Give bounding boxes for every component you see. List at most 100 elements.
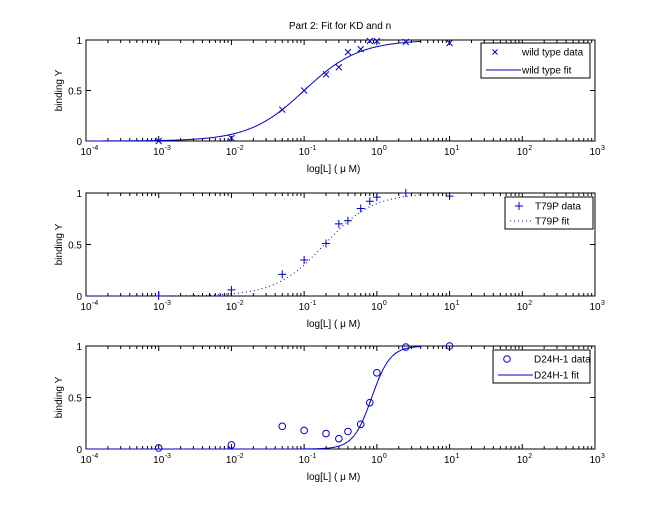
- x-tick-label: 10: [80, 302, 92, 313]
- data-point-x: [344, 48, 352, 56]
- x-tick-label: 10: [517, 455, 529, 466]
- x-tick-label: 10: [153, 147, 165, 158]
- x-tick-exponent: -1: [310, 145, 316, 152]
- subplot-2: 10 -4 10 -3 10 -2 10 -1 10 0 10 1 10 2 10 300.51log[L] …: [54, 189, 605, 330]
- x-axis-label: log[L] ( μ M): [307, 472, 361, 483]
- y-tick-label: 0.5: [68, 394, 82, 405]
- y-tick-label: 0: [76, 292, 82, 303]
- legend-marker-x: [492, 49, 498, 55]
- x-tick-label: 10: [589, 302, 601, 313]
- data-point-circle: [154, 444, 163, 452]
- legend-label: wild type fit: [521, 66, 572, 77]
- x-tick-label: 10: [589, 455, 601, 466]
- x-tick-exponent: -1: [310, 453, 316, 460]
- x-tick-exponent: 1: [456, 453, 460, 460]
- data-point-circle: [445, 342, 454, 350]
- data-point-circle: [300, 426, 308, 435]
- x-tick-exponent: -4: [92, 145, 98, 152]
- x-tick-label: 10: [517, 147, 529, 158]
- y-tick-label: 0: [76, 137, 82, 148]
- legend-marker-circle: [503, 355, 511, 363]
- x-tick-exponent: -4: [92, 300, 98, 307]
- x-tick-exponent: -2: [237, 145, 243, 152]
- data-point-plus: [343, 216, 352, 225]
- x-tick-label: 10: [153, 302, 165, 313]
- data-point-plus: [445, 192, 454, 201]
- x-axis-label: log[L] ( μ M): [307, 319, 361, 330]
- y-axis-label: binding Y: [54, 69, 65, 111]
- legend-label: wild type data: [521, 48, 584, 59]
- figure-title: Part 2: Fit for KD and n: [289, 21, 391, 32]
- y-tick-label: 1: [76, 36, 82, 47]
- x-tick-exponent: 0: [383, 300, 387, 307]
- x-tick-exponent: 0: [383, 145, 387, 152]
- data-point-x: [155, 137, 163, 145]
- x-tick-exponent: 1: [456, 300, 460, 307]
- x-tick-exponent: 1: [456, 145, 460, 152]
- data-point-x: [366, 37, 374, 45]
- data-point-plus: [401, 189, 410, 197]
- data-point-circle: [344, 427, 352, 436]
- legend-label: D24H-1 data: [534, 355, 591, 366]
- x-tick-label: 10: [299, 455, 311, 466]
- y-tick-label: 0: [76, 445, 82, 456]
- fit-line: [86, 346, 421, 450]
- x-axis-label: log[L] ( μ M): [307, 164, 361, 175]
- data-point-plus: [334, 219, 343, 228]
- x-tick-exponent: 3: [601, 300, 605, 307]
- fit-line: [86, 40, 421, 142]
- x-tick-label: 10: [517, 302, 529, 313]
- x-tick-exponent: 2: [528, 453, 532, 460]
- legend-label: D24H-1 fit: [534, 371, 579, 382]
- x-tick-label: 10: [371, 302, 383, 313]
- x-tick-label: 10: [371, 455, 383, 466]
- x-tick-exponent: 2: [528, 300, 532, 307]
- subplot-1: 10 -4 10 -3 10 -2 10 -1 10 0 10 1 10 2 10 300.51log[L] …: [54, 36, 605, 175]
- x-tick-exponent: -3: [165, 145, 171, 152]
- x-tick-label: 10: [226, 147, 238, 158]
- x-tick-label: 10: [153, 455, 165, 466]
- x-tick-exponent: -4: [92, 453, 98, 460]
- y-axis-label: binding Y: [54, 223, 65, 265]
- data-point-circle: [356, 420, 365, 429]
- x-tick-label: 10: [444, 147, 456, 158]
- legend: wild type data wild type fit: [480, 42, 591, 79]
- legend-box: [480, 42, 591, 79]
- x-tick-label: 10: [444, 302, 456, 313]
- x-tick-label: 10: [226, 302, 238, 313]
- y-tick-label: 0.5: [68, 87, 82, 98]
- legend-box: [504, 196, 594, 230]
- data-point-circle: [227, 441, 236, 449]
- legend: T79P data T79P fit: [504, 196, 594, 230]
- legend-label: T79P data: [535, 202, 581, 213]
- y-axis-label: binding Y: [54, 376, 65, 418]
- data-point-x: [228, 134, 235, 142]
- data-point-plus: [227, 285, 236, 294]
- x-tick-exponent: -2: [237, 453, 243, 460]
- subplot-3: 10 -4 10 -3 10 -2 10 -1 10 0 10 1 10 2 10 300.51log[L] …: [54, 342, 605, 483]
- data-point-circle: [322, 429, 330, 438]
- data-point-circle: [373, 368, 381, 377]
- data-point-plus: [278, 270, 287, 279]
- data-point-plus: [365, 197, 374, 206]
- legend-box: [492, 349, 591, 384]
- legend-label: T79P fit: [535, 217, 569, 228]
- data-point-plus: [372, 193, 381, 202]
- x-tick-label: 10: [589, 147, 601, 158]
- data-point-circle: [366, 398, 374, 407]
- x-tick-label: 10: [299, 302, 311, 313]
- legend: D24H-1 data D24H-1 fit: [492, 349, 591, 384]
- data-point-x: [373, 37, 381, 45]
- x-tick-label: 10: [226, 455, 238, 466]
- x-tick-exponent: 3: [601, 145, 605, 152]
- y-tick-label: 1: [76, 342, 82, 353]
- data-point-x: [446, 39, 453, 47]
- x-tick-label: 10: [80, 455, 92, 466]
- data-point-circle: [278, 422, 287, 431]
- data-point-x: [335, 63, 343, 71]
- data-point-plus: [300, 255, 309, 264]
- data-point-plus: [322, 239, 331, 248]
- x-tick-label: 10: [371, 147, 383, 158]
- x-tick-exponent: 0: [383, 453, 387, 460]
